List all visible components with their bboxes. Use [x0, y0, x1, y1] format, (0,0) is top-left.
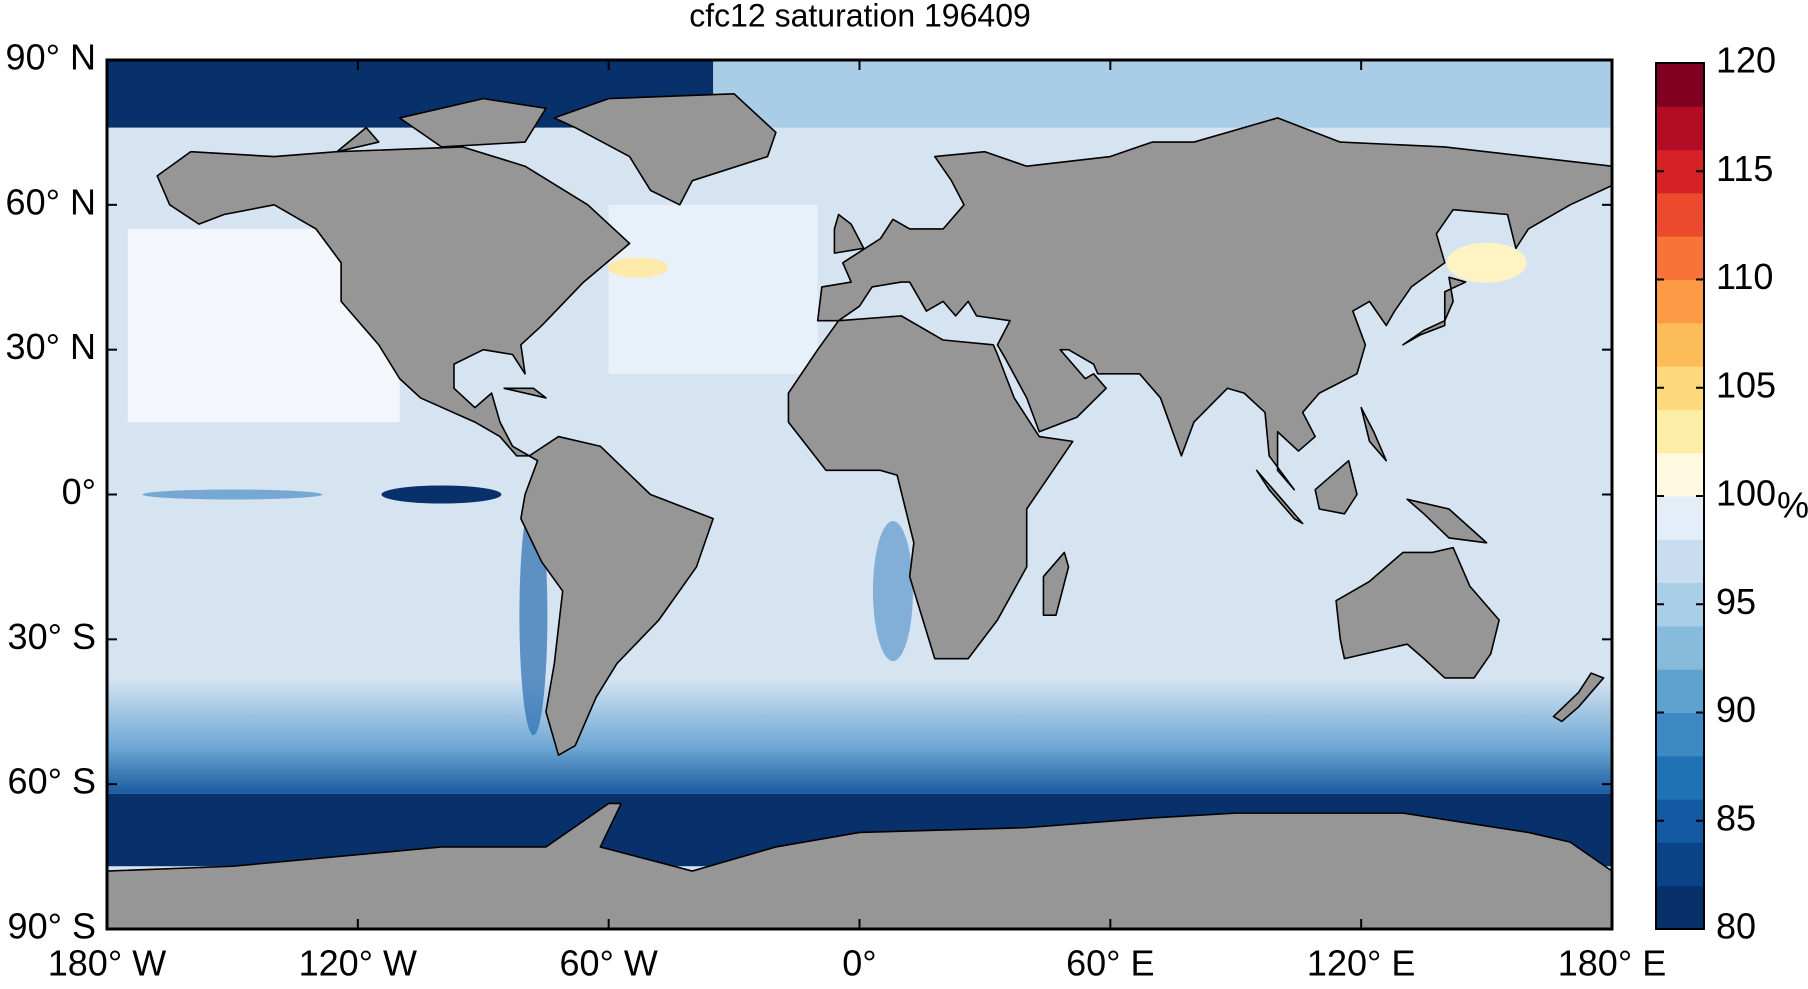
continent — [1360, 406, 1388, 462]
colorbar-tick-label: 105 — [1716, 364, 1776, 405]
x-tick-label: 120° E — [1307, 943, 1415, 984]
x-tick-label: 180° E — [1558, 943, 1666, 984]
x-tick-label: 120° W — [299, 943, 417, 984]
colorbar-segment — [1656, 842, 1704, 887]
ocean-patch — [608, 204, 818, 374]
continent — [833, 213, 865, 254]
x-tick-label: 60° W — [559, 943, 657, 984]
y-tick-label: 0° — [62, 471, 96, 512]
colorbar-tick-label: 120 — [1716, 40, 1776, 81]
y-tick-label: 90° N — [6, 37, 96, 78]
ocean-patch — [1446, 242, 1527, 283]
colorbar-tick-label: 110 — [1716, 256, 1773, 297]
continent — [156, 146, 631, 457]
ocean-upwelling — [872, 521, 913, 662]
colorbar-segment — [1656, 279, 1704, 324]
y-tick-label: 30° N — [6, 326, 96, 367]
y-tick-label: 30° S — [8, 616, 96, 657]
continent — [1255, 469, 1304, 525]
ocean-arctic — [713, 60, 1612, 128]
ocean-cold-tongue — [381, 485, 502, 504]
continent — [1406, 498, 1488, 544]
colorbar-segment — [1656, 539, 1704, 584]
continent — [398, 97, 547, 148]
ocean-southern — [107, 677, 1612, 794]
continent — [336, 126, 380, 153]
continent — [1552, 672, 1605, 723]
colorbar-segment — [1656, 885, 1704, 930]
colorbar: 80 85 90 95 100 105 110 115 120% — [1655, 40, 1808, 947]
continent — [520, 435, 714, 757]
continent — [787, 315, 1074, 660]
continent — [107, 802, 1612, 929]
continent — [503, 387, 547, 399]
x-tick-label: 60° E — [1066, 943, 1154, 984]
colorbar-segment — [1656, 625, 1704, 670]
colorbar-segment — [1656, 236, 1704, 280]
ocean-cold-tongue — [142, 489, 323, 500]
continent — [1314, 459, 1358, 515]
colorbar-tick-label: 80 — [1716, 906, 1756, 947]
colorbar-segment — [1656, 755, 1704, 800]
colorbar-segment — [1656, 712, 1704, 757]
colorbar-segment — [1656, 669, 1704, 713]
colorbar-tick-label: 85 — [1716, 797, 1756, 838]
continent — [1042, 551, 1070, 616]
continent — [816, 117, 1612, 491]
colorbar-segment — [1656, 106, 1704, 151]
colorbar-segment — [1656, 192, 1704, 237]
continent — [1402, 276, 1467, 346]
y-tick-label: 90° S — [8, 906, 96, 947]
ocean-patch — [607, 257, 668, 278]
colorbar-label: % — [1777, 485, 1808, 526]
colorbar-segment — [1656, 322, 1704, 367]
colorbar-tick-label: 100 — [1716, 473, 1776, 514]
colorbar-segment — [1656, 496, 1704, 540]
colorbar-segment — [1656, 63, 1704, 107]
colorbar-tick-label: 95 — [1716, 581, 1756, 622]
colorbar-segment — [1656, 452, 1704, 497]
x-tick-label: 180° W — [48, 943, 166, 984]
y-tick-label: 60° N — [6, 181, 96, 222]
land — [107, 92, 1612, 929]
colorbar-tick-label: 90 — [1716, 689, 1756, 730]
continent — [1335, 546, 1500, 679]
axes: 180° W 120° W 60° W 0° 60° E 120° E 180° E 90° … — [6, 37, 1667, 984]
x-tick-label: 0° — [842, 943, 876, 984]
y-tick-label: 60° S — [8, 761, 96, 802]
colorbar-tick-label: 115 — [1716, 148, 1773, 189]
colorbar-segment — [1656, 409, 1704, 454]
map-title: cfc12 saturation 196409 — [689, 0, 1031, 33]
continent — [553, 92, 777, 206]
